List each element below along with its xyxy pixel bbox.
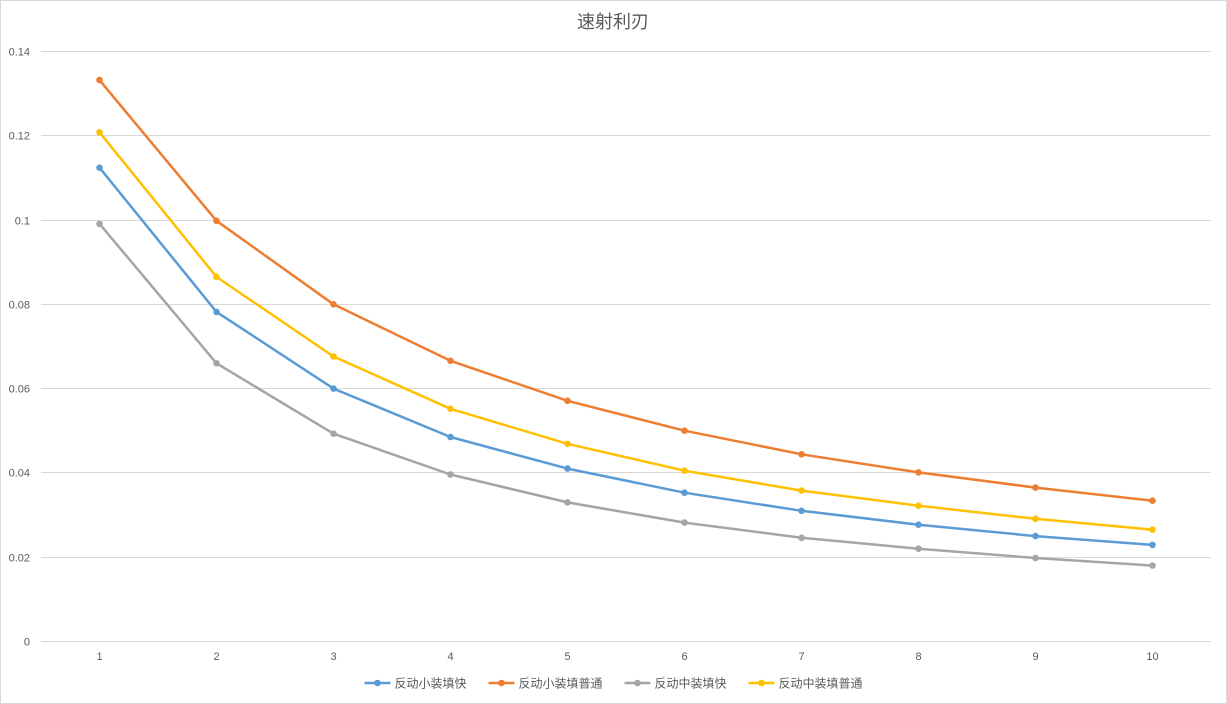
legend-marker <box>498 679 505 687</box>
data-point <box>564 465 571 472</box>
data-point <box>915 521 922 528</box>
data-point <box>447 433 454 441</box>
data-point <box>96 164 103 171</box>
data-point <box>1149 526 1156 533</box>
legend-label: 反动小装填快 <box>395 677 467 691</box>
y-tick-label: 0.08 <box>9 300 30 312</box>
legend: 反动小装填快 反动小装填普通 反动中装填快 反动中装填普通 <box>364 676 863 691</box>
data-point <box>1032 532 1039 540</box>
data-point <box>1149 541 1156 549</box>
series-3 <box>96 220 1156 569</box>
y-tick-label: 0.12 <box>9 131 30 143</box>
data-point <box>1032 484 1039 491</box>
series-lines <box>96 76 1156 569</box>
data-point <box>798 534 805 542</box>
legend-marker <box>374 679 381 687</box>
data-point <box>447 471 454 478</box>
data-point <box>330 353 337 360</box>
y-tick-label: 0.06 <box>9 384 30 396</box>
data-point <box>1032 515 1039 523</box>
legend-item: 反动中装填普通 <box>748 676 863 691</box>
x-tick-label: 10 <box>1146 651 1158 663</box>
y-tick-label: 0.14 <box>9 47 30 59</box>
data-point <box>681 467 688 475</box>
x-tick-label: 7 <box>798 651 804 663</box>
x-tick-label: 4 <box>447 651 453 663</box>
data-point <box>96 76 103 84</box>
legend-item: 反动小装填快 <box>364 677 467 691</box>
data-point <box>798 487 805 494</box>
data-point <box>564 397 571 405</box>
series-line <box>98 222 1154 567</box>
data-point <box>213 360 220 367</box>
y-axis-ticks: 0 0.02 0.04 0.06 0.08 0.1 0.12 0.14 <box>9 47 30 649</box>
series-line <box>98 166 1154 547</box>
data-point <box>213 217 220 225</box>
x-tick-label: 5 <box>564 651 570 663</box>
data-point <box>681 489 688 497</box>
gridlines <box>41 51 1211 642</box>
data-point <box>564 499 571 506</box>
data-point <box>213 273 220 281</box>
data-point <box>330 430 337 438</box>
data-point <box>213 308 220 316</box>
legend-item: 反动中装填快 <box>624 676 727 691</box>
chart-title: 速射利刃 <box>577 12 649 33</box>
data-point <box>1149 562 1156 569</box>
x-tick-label: 9 <box>1032 651 1038 663</box>
series-line <box>98 78 1154 502</box>
data-point <box>330 301 337 308</box>
x-tick-label: 3 <box>330 651 336 663</box>
data-point <box>564 440 571 448</box>
data-point <box>915 469 922 476</box>
data-point <box>798 507 805 515</box>
x-axis-ticks: 1 2 3 4 5 6 7 8 9 10 <box>96 651 1158 663</box>
y-tick-label: 0 <box>24 637 30 649</box>
data-point <box>96 129 103 136</box>
data-point <box>798 451 805 458</box>
series-1 <box>96 164 1156 549</box>
series-2 <box>96 76 1156 505</box>
legend-label: 反动小装填普通 <box>519 677 603 691</box>
legend-label: 反动中装填快 <box>655 676 727 691</box>
legend-marker <box>758 679 765 687</box>
y-tick-label: 0.1 <box>15 216 30 228</box>
data-point <box>681 427 688 435</box>
data-point <box>915 502 922 510</box>
series-4 <box>96 129 1156 533</box>
y-tick-label: 0.04 <box>9 468 30 480</box>
x-tick-label: 6 <box>681 651 687 663</box>
data-point <box>1149 497 1156 505</box>
legend-marker <box>634 679 641 687</box>
data-point <box>96 220 103 228</box>
data-point <box>447 357 454 365</box>
x-tick-label: 8 <box>915 651 921 663</box>
data-point <box>447 405 454 413</box>
series-line <box>98 131 1154 531</box>
data-point <box>330 385 337 392</box>
y-tick-label: 0.02 <box>9 553 30 565</box>
x-tick-label: 2 <box>213 651 219 663</box>
legend-label: 反动中装填普通 <box>779 676 863 691</box>
data-point <box>681 519 688 526</box>
data-point <box>1032 554 1039 562</box>
legend-item: 反动小装填普通 <box>488 677 603 691</box>
x-tick-label: 1 <box>96 651 102 663</box>
data-point <box>915 545 922 552</box>
